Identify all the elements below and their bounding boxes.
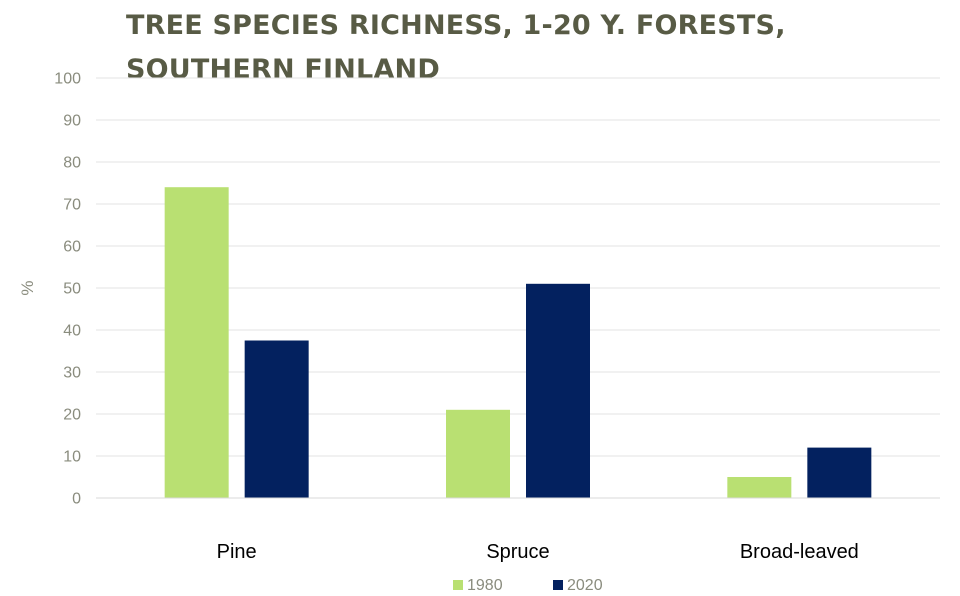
x-category-label: Broad-leaved	[740, 541, 859, 563]
y-tick-label: 100	[54, 71, 81, 88]
bar-broad-leaved-2020	[807, 447, 872, 498]
y-axis-title: %	[18, 280, 37, 295]
legend: 1980 2020	[453, 577, 603, 594]
y-axis-ticks: 0 10 20 30 40 50 60 70 80 90 100	[54, 71, 81, 508]
bar-pine-1980	[164, 187, 229, 498]
bar-pine-2020	[244, 340, 309, 498]
y-tick-label: 70	[63, 197, 81, 214]
legend-swatch	[553, 580, 563, 590]
bar-spruce-2020	[526, 283, 590, 498]
legend-label: 2020	[567, 577, 603, 594]
x-category-label: Pine	[217, 541, 257, 563]
y-tick-label: 80	[63, 155, 81, 172]
y-tick-label: 0	[72, 491, 81, 508]
y-tick-label: 20	[63, 407, 81, 424]
y-tick-label: 30	[63, 365, 81, 382]
bar-broad-leaved-1980	[727, 477, 792, 498]
y-tick-label: 60	[63, 239, 81, 256]
bars	[164, 187, 872, 498]
y-tick-label: 90	[63, 113, 81, 130]
y-tick-label: 40	[63, 323, 81, 340]
bar-spruce-1980	[446, 409, 510, 498]
gridlines	[96, 77, 940, 457]
x-axis-categories: Pine Spruce Broad-leaved	[217, 541, 859, 563]
legend-label: 1980	[467, 577, 503, 594]
y-tick-label: 10	[63, 449, 81, 466]
y-tick-label: 50	[63, 281, 81, 298]
legend-swatch	[453, 580, 463, 590]
chart-title: TREE SPECIES RICHNESS, 1-20 Y. FORESTS, …	[126, 10, 786, 85]
x-category-label: Spruce	[486, 541, 549, 563]
